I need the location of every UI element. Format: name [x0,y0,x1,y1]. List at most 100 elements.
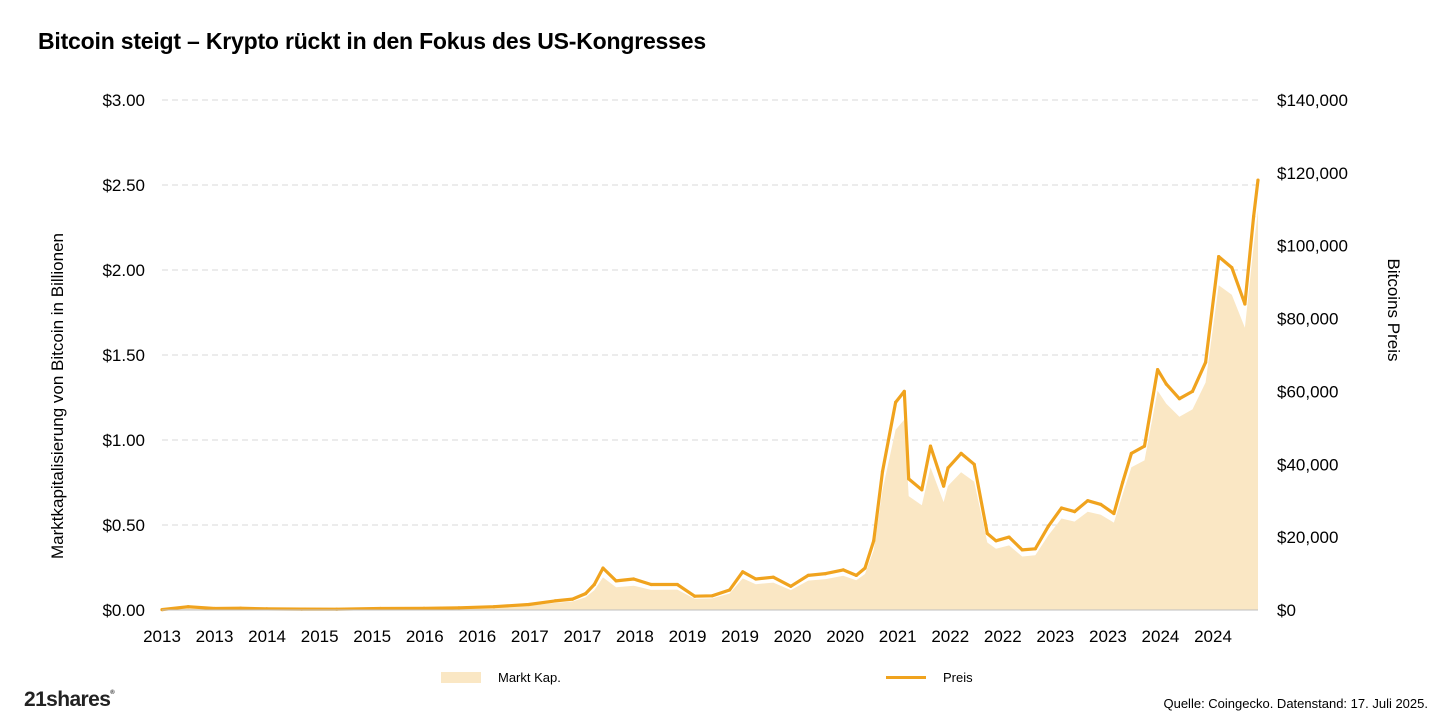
left-tick-label: $1.50 [102,346,145,365]
price-point [920,488,924,492]
x-tick-label: 2017 [511,627,549,646]
x-tick-label: 2024 [1194,627,1232,646]
x-tick-label: 2015 [301,627,339,646]
price-point [1190,389,1195,393]
right-tick-label: $20,000 [1277,528,1338,547]
x-tick-label: 2022 [984,627,1022,646]
price-point [1164,382,1168,386]
x-tick-label: 2023 [1036,627,1074,646]
price-point [880,470,885,474]
brand-logo-text: 21shares [24,688,111,711]
x-tick-label: 2016 [458,627,496,646]
price-point [1177,397,1181,401]
left-axis-label: Marktkapitalisierung von Bitcoin in Bill… [48,233,67,559]
price-point [1020,548,1024,552]
legend-marketcap-swatch [441,672,481,683]
x-tick-label: 2017 [563,627,601,646]
price-point [1142,444,1147,448]
price-point [601,566,605,570]
price-point [1204,360,1208,364]
price-point [1059,506,1064,510]
left-tick-label: $2.50 [102,176,145,195]
price-line [161,179,1260,612]
price-point [422,606,426,611]
right-tick-label: $100,000 [1277,237,1348,256]
price-point [212,606,216,611]
x-tick-label: 2024 [1142,627,1180,646]
left-tick-label: $0.00 [102,601,145,620]
price-point [492,605,496,609]
price-point [771,575,775,579]
price-point [741,570,745,574]
price-point [754,577,758,581]
price-point [1121,480,1125,485]
price-point [239,606,243,610]
right-axis-label: Bitcoins Preis [1384,259,1403,362]
price-point [728,588,732,592]
price-point [570,597,575,601]
left-tick-label: $0.50 [102,516,145,535]
left-axis-ticks: $0.00 $0.50 $1.00 $1.50 $2.00 $2.50 $3.00 [102,91,145,620]
x-tick-label: 2018 [616,627,654,646]
price-point [1129,451,1133,455]
x-tick-label: 2020 [826,627,864,646]
price-point [902,389,906,393]
price-point [942,484,946,488]
price-point [1230,266,1234,270]
legend-price-label: Preis [943,670,973,685]
price-point [527,602,531,607]
price-point [972,462,976,466]
x-tick-label: 2013 [143,627,181,646]
price-points [160,178,1260,612]
price-point [710,594,714,598]
price-point [378,606,382,611]
right-tick-label: $80,000 [1277,310,1338,329]
right-axis-ticks: $0 $20,000 $40,000 $60,000 $80,000 $100,000 $1… [1277,91,1348,620]
price-point [824,572,828,576]
price-point [894,400,898,404]
brand-logo: 21shares® [24,688,115,711]
price-point [553,599,557,603]
x-tick-label: 2021 [879,627,917,646]
price-point [1156,368,1160,372]
x-tick-label: 2015 [353,627,391,646]
x-tick-label: 2016 [406,627,444,646]
right-tick-label: $40,000 [1277,455,1338,474]
x-tick-label: 2019 [669,627,707,646]
price-point [1112,511,1116,516]
price-point [928,444,933,448]
price-point [632,577,636,581]
x-tick-label: 2020 [774,627,812,646]
market-cap-area [162,210,1258,610]
price-point [1073,510,1077,514]
price-point [592,582,596,587]
x-tick-label: 2014 [248,627,286,646]
price-point [994,539,998,543]
right-tick-label: $0 [1277,601,1296,620]
price-point [1256,178,1260,182]
price-point [841,568,845,572]
x-tick-label: 2019 [721,627,759,646]
price-point [1007,535,1011,539]
price-point [946,466,950,470]
price-point [614,579,618,583]
left-tick-label: $3.00 [102,91,145,110]
gridlines [162,99,1258,526]
left-tick-label: $1.00 [102,431,145,450]
right-tick-label: $140,000 [1277,91,1348,110]
left-tick-label: $2.00 [102,261,145,280]
price-point [675,582,679,587]
right-tick-label: $60,000 [1277,382,1338,401]
x-axis-ticks: 2013 2013 2014 2015 2015 2016 2016 2017 2017 2018… [143,627,1232,646]
price-point [907,477,911,481]
price-point [985,531,989,536]
price-point [1033,547,1037,551]
price-point [863,566,867,570]
legend-marketcap-label: Markt Kap. [498,670,561,685]
price-point [872,539,876,543]
price-point [1252,215,1256,219]
x-tick-label: 2013 [196,627,234,646]
price-point [1217,255,1221,259]
price-point [1086,499,1090,503]
